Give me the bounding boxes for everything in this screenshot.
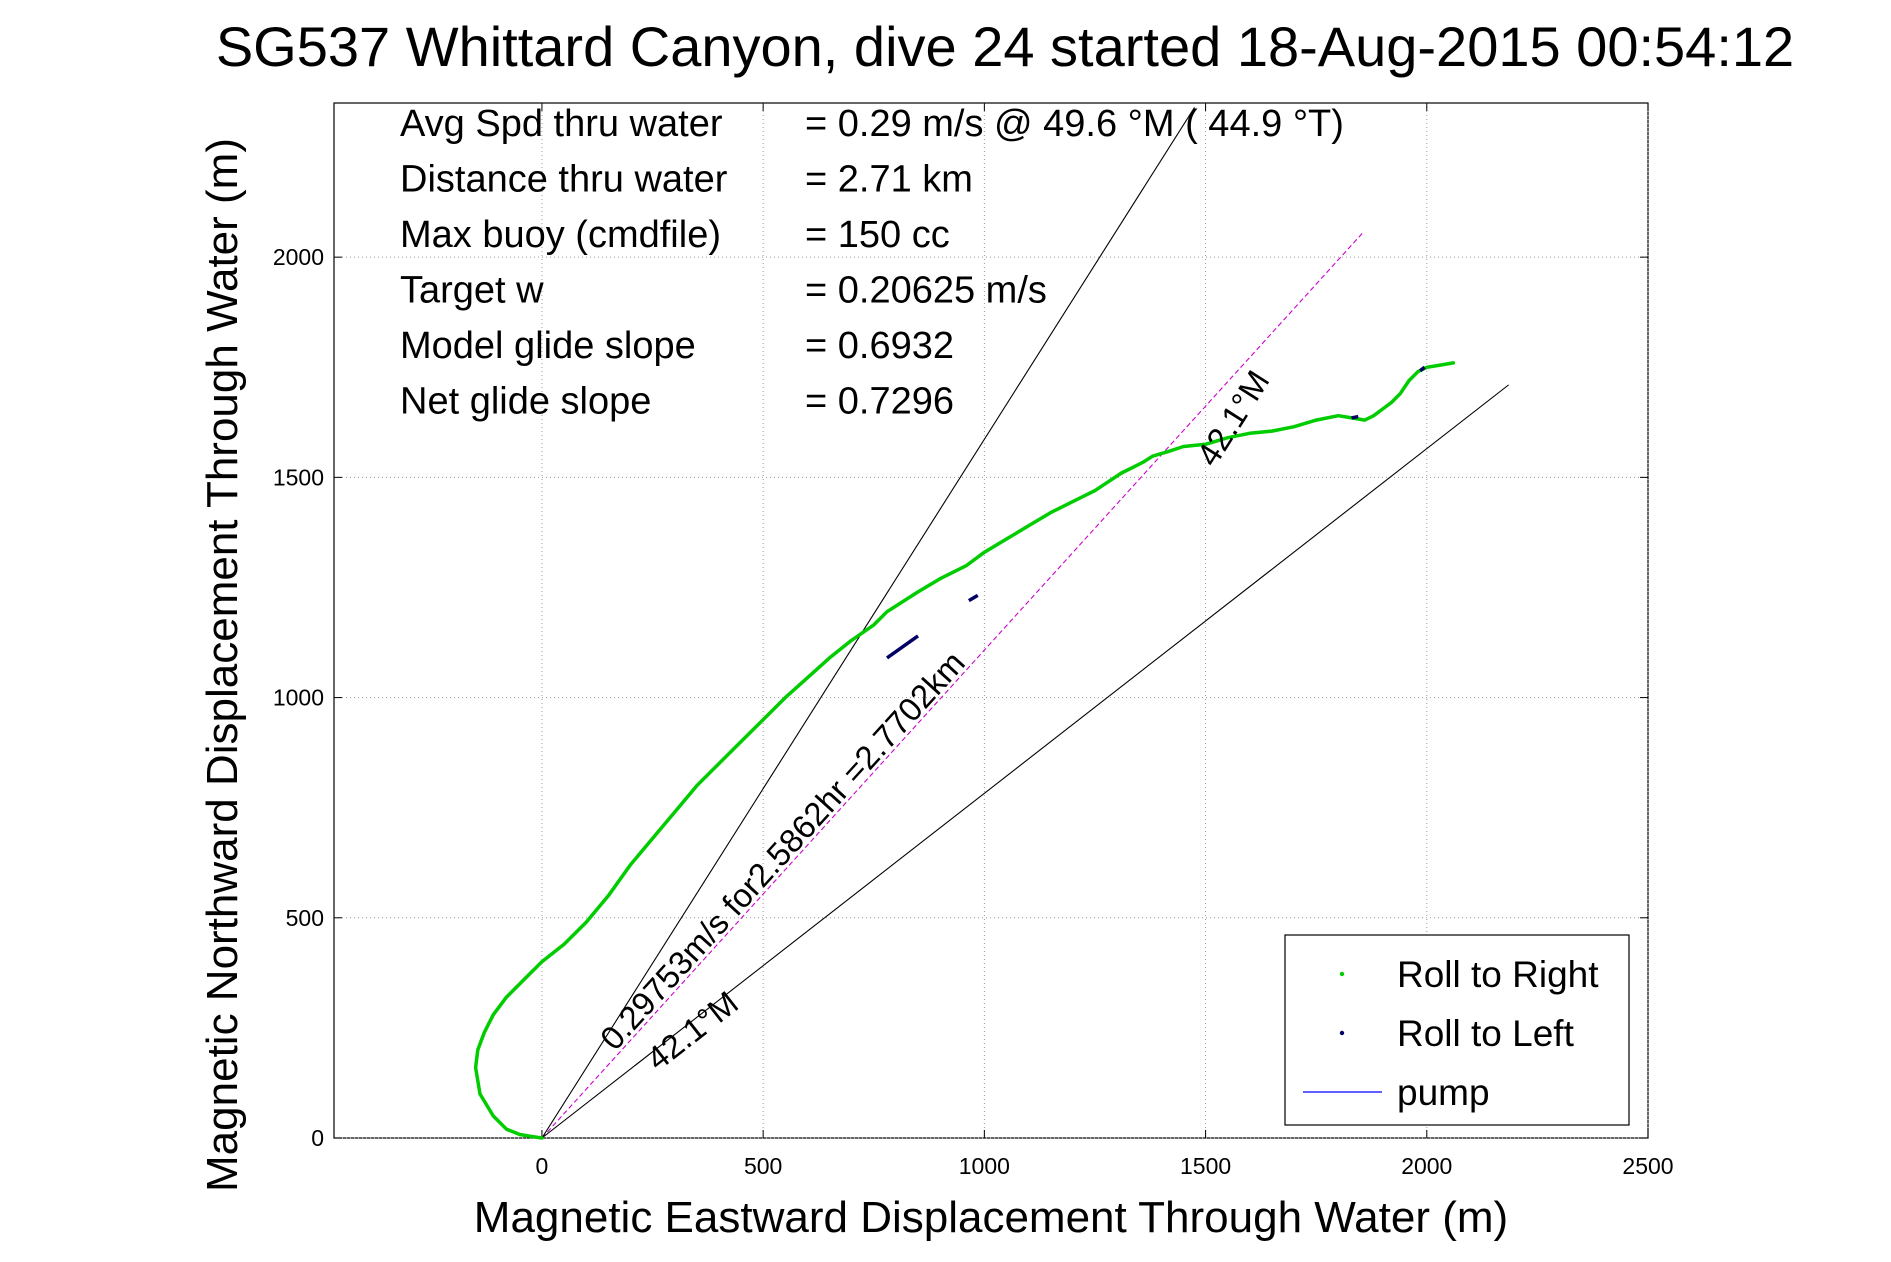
stat-label: Net glide slope bbox=[400, 381, 651, 423]
x-tick-label: 0 bbox=[536, 1153, 549, 1179]
stat-label: Max buoy (cmdfile) bbox=[400, 214, 721, 256]
stat-label: Model glide slope bbox=[400, 325, 696, 367]
legend-label: Roll to Right bbox=[1397, 954, 1599, 995]
stat-value: = 2.71 km bbox=[805, 159, 973, 201]
series bbox=[473, 361, 1456, 1140]
stat-label: Avg Spd thru water bbox=[400, 103, 723, 145]
reference-lines bbox=[541, 107, 1509, 1139]
stat-value: = 0.7296 bbox=[805, 381, 954, 423]
legend-label: pump bbox=[1397, 1072, 1490, 1113]
stats-block: Avg Spd thru water = 0.29 m/s @ 49.6 °M (… bbox=[400, 103, 1344, 423]
stat-value: = 0.29 m/s @ 49.6 °M ( 44.9 °T) bbox=[805, 103, 1344, 145]
y-tick-label: 0 bbox=[311, 1125, 324, 1151]
stat-value: = 150 cc bbox=[805, 214, 950, 256]
x-tick-label: 1000 bbox=[959, 1153, 1010, 1179]
stat-value: = 0.6932 bbox=[805, 325, 954, 367]
x-tick-label: 2500 bbox=[1622, 1153, 1673, 1179]
y-tick-label: 2000 bbox=[273, 244, 324, 270]
legend-marker bbox=[1339, 971, 1345, 977]
series-roll-to-left-segment bbox=[1419, 365, 1426, 373]
series-roll-to-left-segment bbox=[886, 634, 920, 660]
y-tick-label: 500 bbox=[286, 905, 324, 931]
legend: Roll to Right Roll to Left pump bbox=[1284, 934, 1630, 1126]
legend-label: Roll to Left bbox=[1397, 1013, 1575, 1054]
stat-value: = 0.20625 m/s bbox=[805, 270, 1047, 312]
x-tick-label: 500 bbox=[744, 1153, 782, 1179]
series-roll-to-right bbox=[473, 361, 1456, 1140]
y-tick-label: 1000 bbox=[273, 685, 324, 711]
series-roll-to-left-segment bbox=[967, 593, 979, 603]
series-roll-to-left-segment bbox=[1351, 414, 1359, 420]
y-axis-label: Magnetic Northward Displacement Through … bbox=[198, 138, 247, 1192]
grid bbox=[334, 103, 1649, 1139]
chart-title: SG537 Whittard Canyon, dive 24 started 1… bbox=[216, 15, 1794, 78]
ticks: 0 500 1000 1500 2000 2500 0 500 1000 1500 2000 bbox=[273, 103, 1674, 1179]
x-tick-label: 1500 bbox=[1180, 1153, 1231, 1179]
reference-line bbox=[541, 107, 1195, 1139]
x-tick-label: 2000 bbox=[1401, 1153, 1452, 1179]
reference-line bbox=[541, 232, 1364, 1139]
stat-label: Distance thru water bbox=[400, 159, 728, 201]
y-tick-label: 1500 bbox=[273, 464, 324, 490]
legend-box bbox=[1284, 934, 1630, 1126]
reference-line bbox=[541, 384, 1509, 1139]
stat-label: Target w bbox=[400, 270, 544, 312]
x-axis-label: Magnetic Eastward Displacement Through W… bbox=[474, 1193, 1508, 1242]
legend-marker bbox=[1339, 1030, 1345, 1036]
